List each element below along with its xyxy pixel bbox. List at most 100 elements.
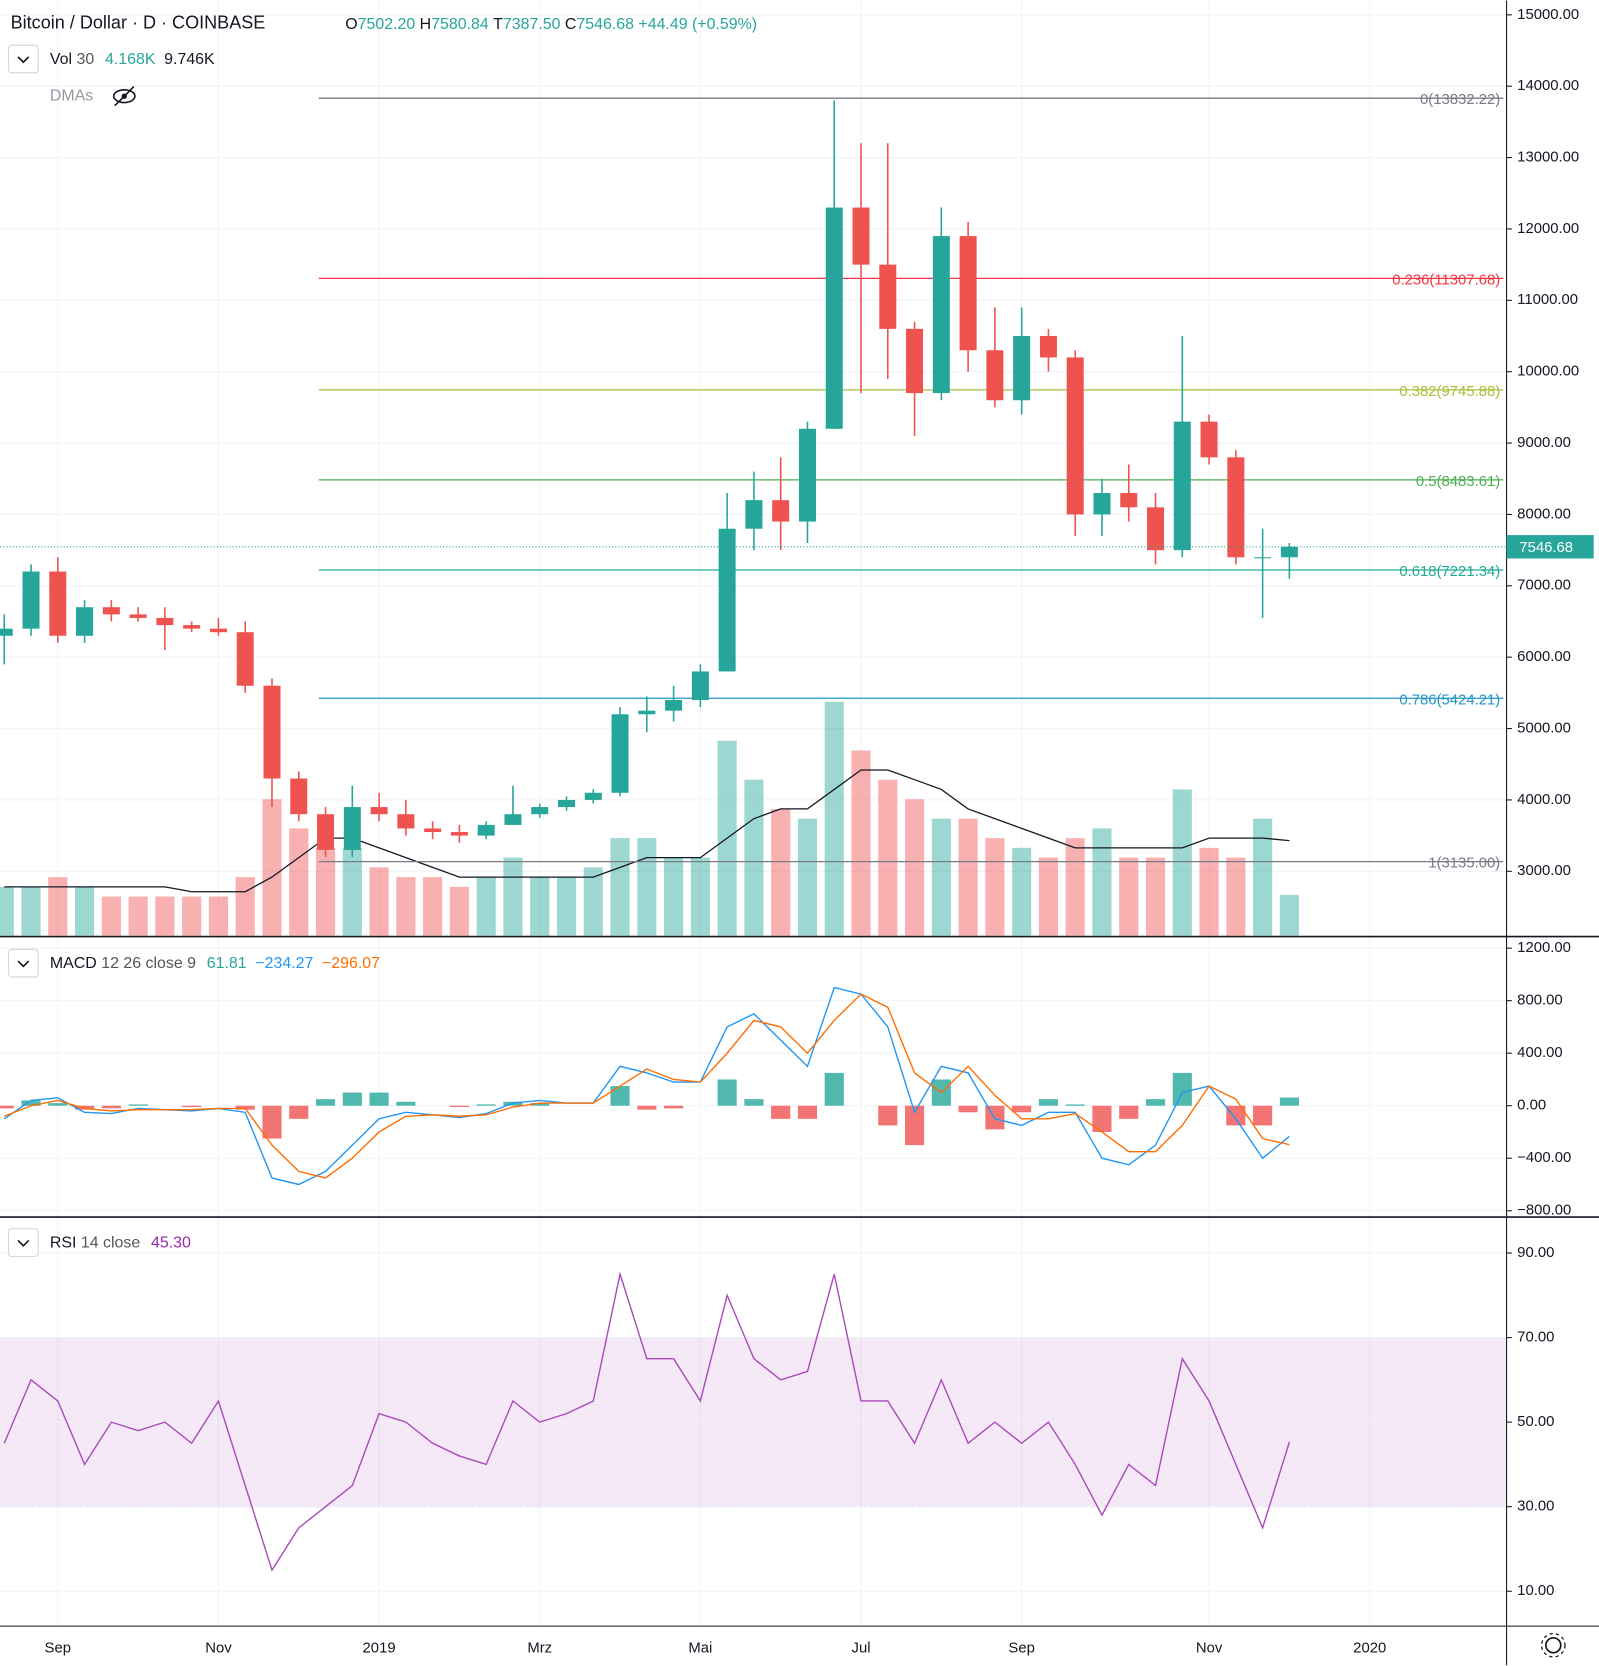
histogram-bar xyxy=(128,1104,148,1106)
histogram-bar xyxy=(262,1105,282,1139)
volume-bar xyxy=(503,857,523,936)
y-tick-label: 13000.00 xyxy=(1517,150,1579,166)
volume-bar xyxy=(182,896,202,936)
volume-bar xyxy=(1253,818,1273,936)
y-tick-label: 4000.00 xyxy=(1517,792,1571,808)
volume-bar xyxy=(342,847,362,936)
y-tick-label: 400.00 xyxy=(1517,1045,1562,1061)
marks: 0(13832.22) 0.236(11307.68) 0.382(9745.88)… xyxy=(0,92,1507,1572)
y-tick-label: 30.00 xyxy=(1517,1499,1554,1515)
candle-body xyxy=(129,614,147,618)
x-tick-label: Sep xyxy=(1008,1640,1034,1656)
volume-bar xyxy=(235,877,255,936)
histogram-bar xyxy=(182,1105,202,1108)
candle-body xyxy=(584,792,602,800)
candle-body xyxy=(343,807,361,850)
candle-body xyxy=(1039,336,1057,358)
y-tick-label: 3000.00 xyxy=(1517,863,1571,879)
y-tick-label: 5000.00 xyxy=(1517,720,1571,736)
candle-body xyxy=(22,571,40,629)
chevron-icon xyxy=(17,960,30,968)
volume-value: 4.168K xyxy=(105,51,156,68)
candle-body xyxy=(852,207,870,265)
volume-bar xyxy=(530,877,550,936)
collapse-button[interactable] xyxy=(7,44,39,74)
symbol-title: Bitcoin / Dollar · D · COINBASE xyxy=(11,13,266,33)
candle-body xyxy=(236,632,254,686)
histogram-bar xyxy=(1012,1105,1032,1113)
histogram-bar xyxy=(342,1092,362,1106)
candle-body xyxy=(638,710,656,715)
candle-body xyxy=(879,264,897,329)
y-tick-label: 50.00 xyxy=(1517,1414,1554,1430)
rsi-value: 45.30 xyxy=(151,1235,191,1252)
volume-bar xyxy=(1119,857,1139,936)
histogram-bar xyxy=(744,1099,764,1106)
volume-bar xyxy=(262,799,282,936)
last-price-tag xyxy=(1506,535,1594,559)
candle-body xyxy=(290,778,308,815)
candle-body xyxy=(932,236,950,394)
candle-body xyxy=(665,700,683,711)
volume-bar xyxy=(1012,847,1032,936)
volume-bar xyxy=(1172,789,1192,936)
volume-bar xyxy=(1092,828,1112,936)
candle-body xyxy=(1280,546,1298,558)
y-tick-label: 8000.00 xyxy=(1517,506,1571,522)
y-tick-label: 7000.00 xyxy=(1517,578,1571,594)
chevron-icon xyxy=(17,56,30,64)
volume-bar xyxy=(610,838,630,936)
histogram-bar xyxy=(1279,1097,1299,1106)
histogram-bar xyxy=(476,1104,496,1106)
last-price-label: 7546.68 xyxy=(1519,540,1573,556)
x-tick-label: Nov xyxy=(1196,1640,1223,1656)
y-tick-label: 12000.00 xyxy=(1517,221,1579,237)
candle-body xyxy=(986,350,1004,401)
candle-body xyxy=(397,814,415,829)
volume-bar xyxy=(985,838,1005,936)
volume-bar xyxy=(771,808,791,936)
ohlc-key: T xyxy=(493,16,503,33)
candle-body xyxy=(1200,421,1218,458)
volume-bar xyxy=(1038,857,1058,936)
histogram-bar xyxy=(48,1103,68,1106)
hide-icon[interactable] xyxy=(112,86,136,107)
volume-bar xyxy=(369,867,389,936)
dmas-label: DMAs xyxy=(50,87,93,104)
x-tick-label: 2019 xyxy=(363,1640,396,1656)
y-tick-label: −800.00 xyxy=(1517,1203,1571,1219)
y-tick-label: 14000.00 xyxy=(1517,78,1579,94)
candle-body xyxy=(424,828,442,833)
candle-body xyxy=(1120,493,1138,508)
volume-bar xyxy=(556,877,577,936)
candle-body xyxy=(825,207,843,429)
fib-label: 0.786(5424.21) xyxy=(1399,692,1500,708)
ohlc-value: 7546.68 xyxy=(576,16,634,33)
macd-value: −234.27 xyxy=(255,955,313,972)
candle-body xyxy=(531,807,549,815)
candle-body xyxy=(263,685,281,779)
histogram-bar xyxy=(637,1105,657,1110)
histogram-bar xyxy=(1092,1105,1112,1132)
volume-bar xyxy=(476,877,496,936)
histogram-bar xyxy=(1226,1105,1246,1126)
histogram-bar xyxy=(1253,1105,1273,1126)
macd-value: 61.81 xyxy=(207,955,247,972)
volume-bar xyxy=(824,701,844,936)
settings-icon[interactable] xyxy=(1540,1632,1566,1658)
histogram-bar xyxy=(1038,1099,1058,1106)
collapse-button[interactable] xyxy=(7,1228,39,1257)
volume-bar xyxy=(0,886,14,936)
collapse-button[interactable] xyxy=(7,948,39,978)
grid xyxy=(0,0,1507,1626)
y-tick-label: 0.00 xyxy=(1517,1098,1546,1114)
fib-label: 0.618(7221.34) xyxy=(1399,564,1500,580)
volume-bar xyxy=(1065,838,1085,936)
y-tick-label: 9000.00 xyxy=(1517,435,1571,451)
y-tick-label: 70.00 xyxy=(1517,1330,1554,1346)
fib-label: 0.236(11307.68) xyxy=(1392,272,1500,288)
rsi-params: 14 close xyxy=(81,1235,140,1252)
rsi-line xyxy=(3,1271,1291,1572)
fib-label: 0.5(8483.61) xyxy=(1416,474,1500,490)
